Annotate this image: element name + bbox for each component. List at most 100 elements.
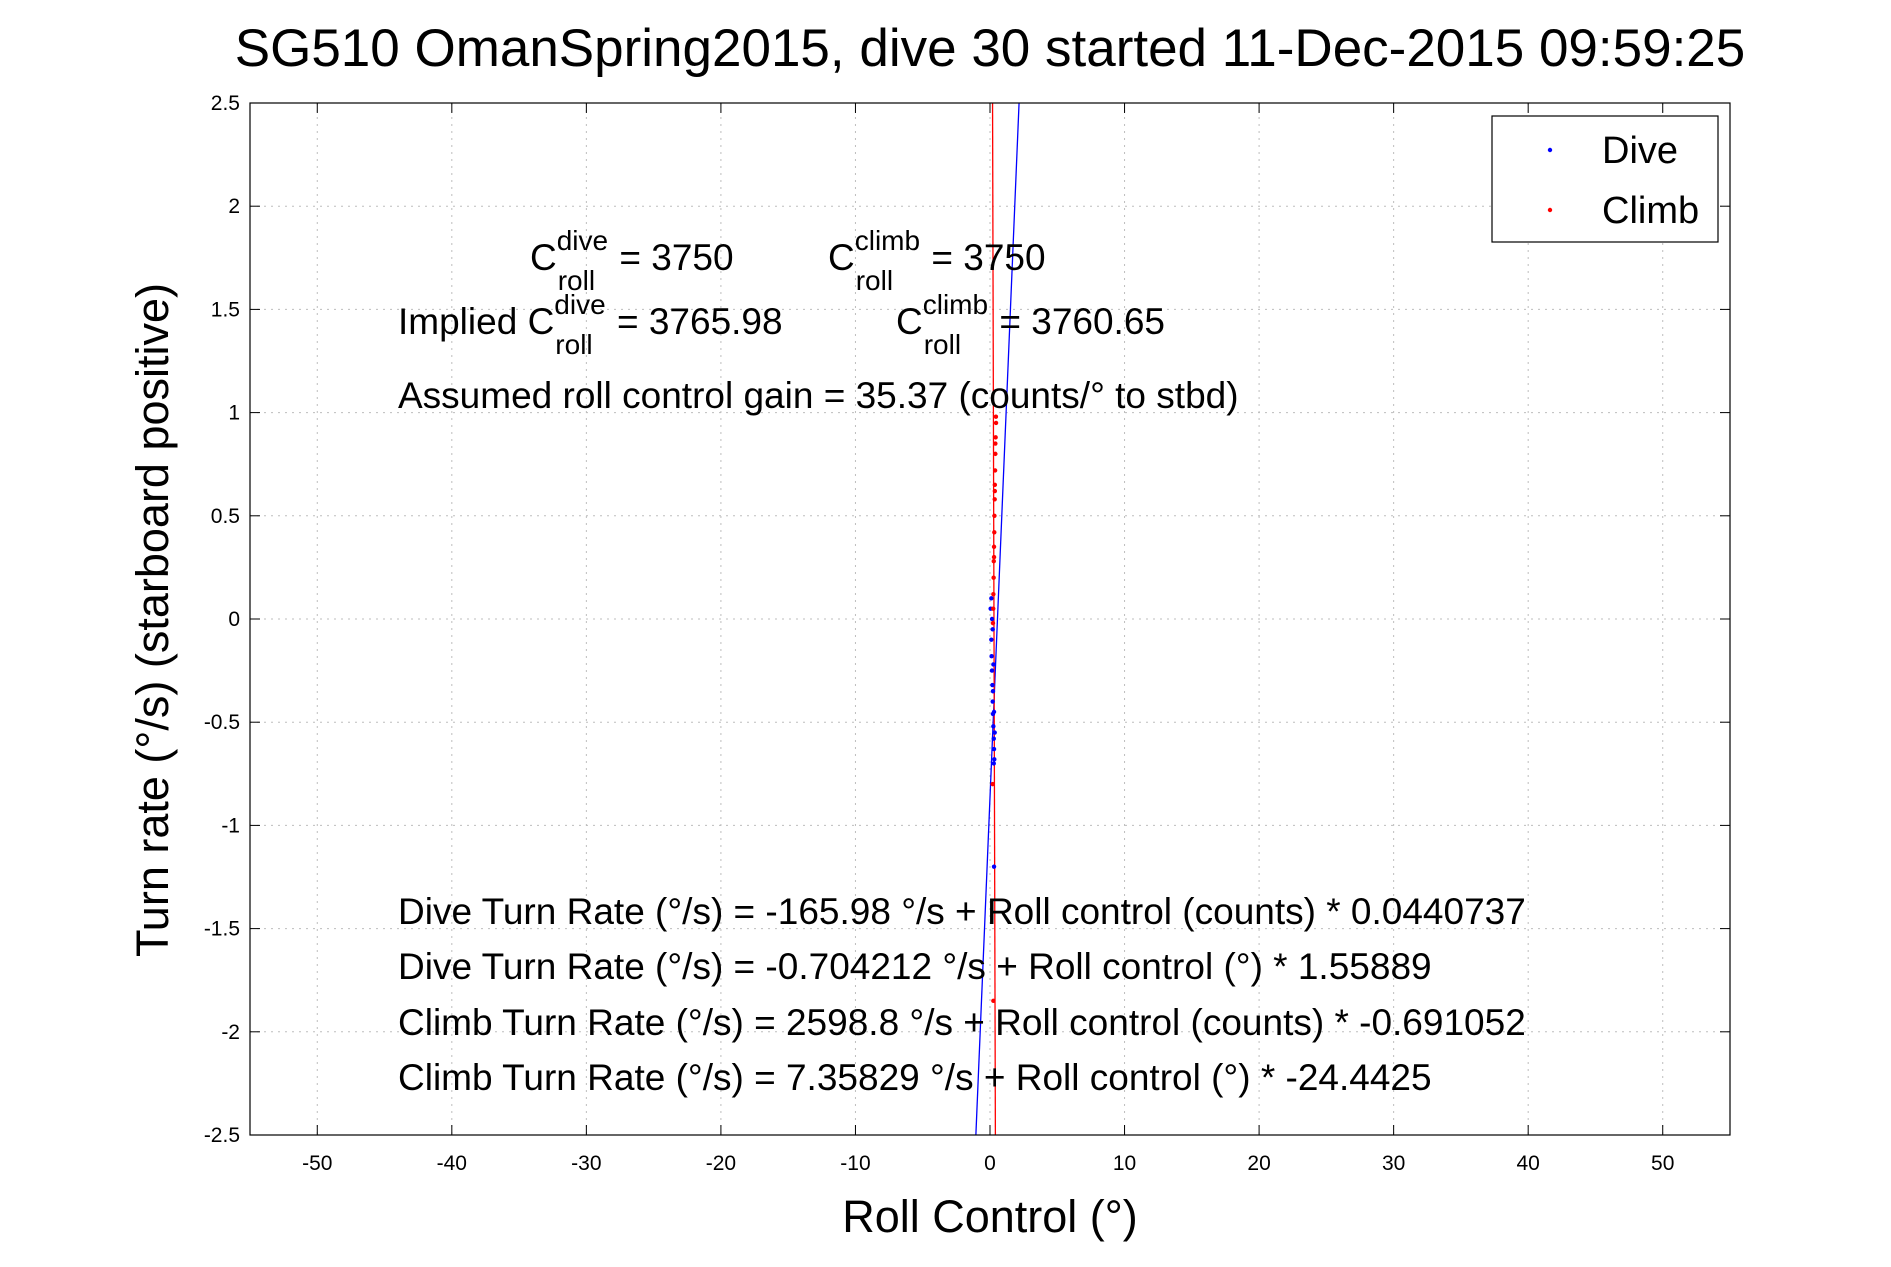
annotation-symbol: C xyxy=(896,301,923,342)
dive-point xyxy=(991,746,997,752)
dive-point xyxy=(989,596,994,601)
annotation-symbol: C xyxy=(530,237,557,278)
annotation-value: = 3750 xyxy=(609,237,733,278)
legend: Dive Climb xyxy=(1491,115,1719,243)
annotation-prefix: Implied xyxy=(398,301,528,342)
annotation-eq3: Climb Turn Rate (°/s) = 2598.8 °/s + Rol… xyxy=(398,1002,1526,1043)
annotation-subscript: roll xyxy=(924,329,961,360)
legend-label-dive: Dive xyxy=(1602,130,1678,172)
climb-point xyxy=(991,998,996,1004)
dive-point xyxy=(990,627,995,632)
y-tick-label: 0.5 xyxy=(211,505,240,528)
dive-point xyxy=(991,724,996,729)
y-tick-label: -0.5 xyxy=(204,711,240,734)
x-tick-label: -50 xyxy=(302,1152,332,1175)
y-tick-label: 2 xyxy=(228,195,240,218)
climb-point xyxy=(992,482,998,488)
annotation-symbol: C xyxy=(828,237,855,278)
x-tick-label: -30 xyxy=(571,1152,601,1175)
x-tick-label: 30 xyxy=(1382,1152,1405,1175)
dive-point xyxy=(990,689,996,694)
annotation-superscript: dive xyxy=(554,289,605,320)
climb-point xyxy=(992,497,997,502)
dive-point xyxy=(991,736,996,741)
dive-point xyxy=(989,653,994,659)
legend-marker-climb xyxy=(1547,207,1553,213)
dive-point xyxy=(991,761,996,766)
y-tick-label: -1 xyxy=(221,814,240,837)
y-tick-label: -2 xyxy=(221,1021,240,1044)
climb-point xyxy=(992,513,997,518)
dive-point xyxy=(989,616,995,622)
dive-point xyxy=(989,668,995,673)
y-tick-label: 1 xyxy=(228,402,240,425)
x-axis-title: Roll Control (°) xyxy=(842,1191,1138,1242)
x-tick-label: -20 xyxy=(706,1152,736,1175)
annotation-subscript: roll xyxy=(558,265,595,296)
x-tick-label: 50 xyxy=(1651,1152,1674,1175)
x-tick-label: 0 xyxy=(984,1152,996,1175)
y-tick-label: 0 xyxy=(228,608,240,631)
climb-point xyxy=(993,414,999,419)
dive-point xyxy=(991,864,997,869)
annotation-value: = 3760.65 xyxy=(989,301,1165,342)
legend-marker-dive xyxy=(1547,147,1553,153)
climb-point xyxy=(990,781,995,787)
annotation-superscript: climb xyxy=(923,289,988,320)
axis-ticks: -50 -40 -30 -20 -10 0 10 20 30 40 50 2.5 2 1.5 1 0.5 0 -0… xyxy=(204,92,1730,1175)
x-tick-label: 40 xyxy=(1517,1152,1540,1175)
legend-label-climb: Climb xyxy=(1602,190,1699,232)
dive-point xyxy=(992,730,997,735)
dive-point xyxy=(990,682,995,688)
x-tick-label: -40 xyxy=(437,1152,467,1175)
annotation-symbol: C xyxy=(528,301,555,342)
climb-point xyxy=(993,420,999,426)
climb-point xyxy=(993,451,998,457)
annotation-value: = 3750 xyxy=(921,237,1045,278)
climb-point xyxy=(993,441,998,446)
climb-point xyxy=(991,559,996,564)
annotation-eq1: Dive Turn Rate (°/s) = -165.98 °/s + Rol… xyxy=(398,891,1526,932)
annotation-implied_dive: Implied Cdive roll = 3765.98 xyxy=(398,289,783,360)
annotations: Cdive roll = 3750 Cclimb roll = 3750Implied… xyxy=(398,225,1526,1098)
dive-point xyxy=(991,662,996,667)
x-tick-label: -10 xyxy=(840,1152,870,1175)
y-axis-title: Turn rate (°/s) (starboard positive) xyxy=(127,283,178,957)
chart-title: SG510 OmanSpring2015, dive 30 started 11… xyxy=(235,19,1746,78)
annotation-c_roll_climb: Cclimb roll = 3750 xyxy=(828,225,1046,296)
legend-box xyxy=(1491,115,1719,243)
climb-point xyxy=(992,530,997,535)
climb-point xyxy=(992,488,998,494)
climb-point xyxy=(993,435,998,440)
climb-point xyxy=(990,620,996,626)
annotation-eq4: Climb Turn Rate (°/s) = 7.35829 °/s + Ro… xyxy=(398,1057,1432,1098)
dive-point xyxy=(992,757,997,762)
y-tick-label: 2.5 xyxy=(211,92,240,115)
annotation-gain: Assumed roll control gain = 35.37 (count… xyxy=(398,375,1239,416)
climb-point xyxy=(991,575,996,580)
annotation-value: = 3765.98 xyxy=(607,301,783,342)
y-tick-label: -2.5 xyxy=(204,1124,240,1147)
dive-point xyxy=(989,637,994,642)
dive-fit-line xyxy=(975,102,1020,1136)
data-points xyxy=(988,414,999,1004)
annotation-superscript: dive xyxy=(557,225,608,256)
climb-point xyxy=(991,554,997,560)
annotation-implied_climb: Cclimb roll = 3760.65 xyxy=(896,289,1165,360)
annotation-superscript: climb xyxy=(855,225,920,256)
dive-point xyxy=(990,699,995,704)
climb-point xyxy=(991,544,997,549)
annotation-subscript: roll xyxy=(555,329,592,360)
climb-point xyxy=(991,606,996,611)
y-tick-label: -1.5 xyxy=(204,918,240,941)
climb-point xyxy=(991,592,996,597)
y-tick-label: 1.5 xyxy=(211,298,240,321)
x-tick-label: 20 xyxy=(1247,1152,1270,1175)
climb-point xyxy=(992,468,998,473)
annotation-subscript: roll xyxy=(856,265,893,296)
dive-point xyxy=(991,709,997,715)
annotation-c_roll_dive: Cdive roll = 3750 xyxy=(530,225,734,296)
x-tick-label: 10 xyxy=(1113,1152,1136,1175)
